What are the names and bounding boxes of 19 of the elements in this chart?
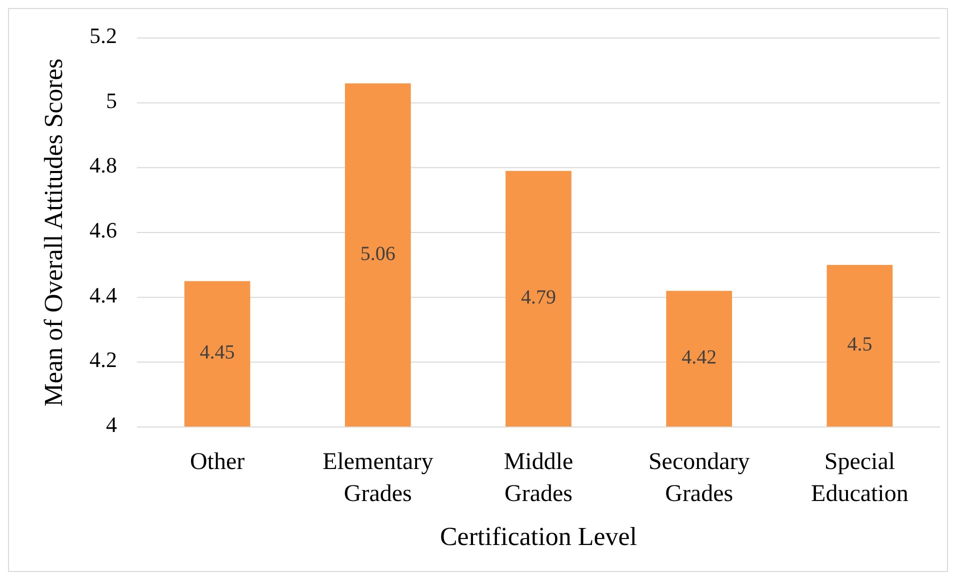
y-tick-label: 5 [106, 88, 117, 113]
x-tick-label: Special Education [811, 449, 908, 507]
y-axis-title: Mean of Overall Attitudes Scores [39, 58, 68, 407]
data-label: 4.79 [521, 286, 556, 309]
y-tick-label: 4 [106, 412, 117, 438]
y-tick-label: 4.4 [90, 282, 117, 308]
data-label: 5.06 [360, 242, 396, 265]
x-tick-label: Elementary Grades [322, 449, 434, 507]
y-tick-label: 4.6 [90, 218, 117, 243]
y-tick-label: 5.2 [90, 23, 117, 48]
x-tick-label: Middle Grades [504, 449, 574, 507]
x-axis-title: Certification Level [440, 522, 638, 551]
data-label: 4.45 [200, 342, 235, 364]
data-label: 4.42 [682, 346, 717, 369]
x-tick-label: Other [190, 449, 245, 475]
x-tick-label: Secondary Grades [648, 449, 750, 507]
y-tick-label: 4.2 [90, 347, 117, 372]
data-label: 4.5 [847, 334, 872, 356]
y-tick-label: 4.8 [90, 152, 117, 178]
